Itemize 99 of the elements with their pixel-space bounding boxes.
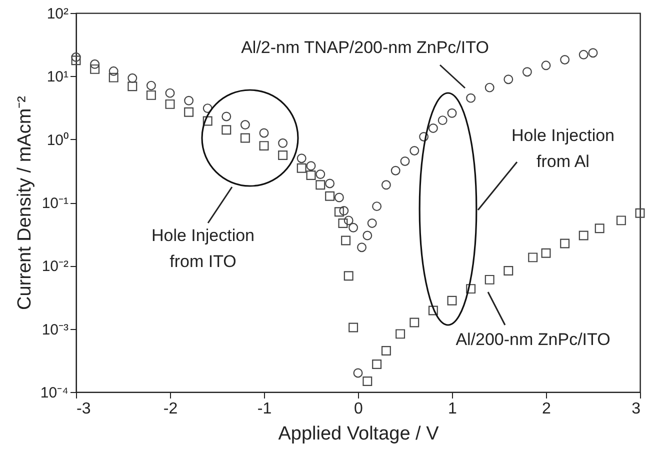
point (616, 216, 626, 226)
point (362, 230, 372, 240)
point (306, 170, 316, 180)
point (278, 150, 288, 160)
point (296, 154, 306, 164)
point (165, 99, 175, 109)
point (306, 161, 316, 171)
annotation: Hole Injection from ITO (151, 226, 255, 271)
y-tick-label: 10⁻¹ (42, 195, 68, 212)
x-tick-label: -3 (76, 400, 91, 418)
point (372, 360, 382, 369)
point (410, 146, 420, 156)
point (560, 55, 570, 64)
point (396, 329, 406, 339)
y-tick-label: 10² (46, 6, 68, 22)
point (578, 50, 588, 60)
point (381, 346, 391, 356)
point (528, 252, 538, 262)
point (560, 238, 570, 248)
point (334, 207, 344, 217)
x-tick-label: 3 (632, 400, 641, 418)
point (325, 191, 335, 201)
point (165, 88, 175, 98)
x-tick-label: -2 (163, 400, 178, 418)
point (71, 52, 81, 62)
point (504, 266, 514, 276)
point (447, 108, 457, 118)
point (484, 82, 494, 92)
x-tick-label: 1 (448, 400, 458, 418)
point (128, 73, 138, 83)
point (184, 107, 194, 117)
point (146, 90, 156, 100)
point (344, 271, 354, 281)
point (146, 80, 156, 90)
point (504, 74, 514, 84)
point (410, 318, 420, 328)
point (240, 120, 250, 130)
x-axis-title: Applied Voltage / V (278, 424, 440, 444)
point (541, 248, 551, 258)
point (367, 218, 377, 228)
point (588, 48, 598, 58)
annotation: Hole Injection from Al (511, 126, 615, 171)
y-tick-label: 10⁻⁴ (40, 384, 68, 402)
point (184, 96, 194, 106)
point (341, 236, 351, 246)
series-label: Al/2-nm TNAP/200-nm ZnPc/ITO (241, 38, 489, 57)
point (362, 376, 372, 386)
point (357, 242, 366, 252)
point (400, 156, 410, 166)
point (484, 274, 494, 284)
point (296, 163, 306, 173)
point (428, 306, 438, 316)
point (594, 224, 604, 234)
y-tick-label: 10⁰ (46, 132, 68, 149)
point (71, 56, 81, 66)
point (348, 322, 358, 332)
point (339, 206, 349, 216)
point (466, 93, 476, 103)
point (90, 64, 100, 74)
point (635, 208, 645, 218)
point (438, 116, 448, 126)
point (202, 116, 212, 126)
point (334, 192, 344, 202)
point (128, 82, 138, 92)
point (372, 202, 382, 212)
x-tick-label: 0 (354, 400, 364, 418)
point (428, 123, 438, 133)
series-label: Al/200-nm ZnPc/ITO (456, 330, 610, 349)
point (108, 72, 118, 82)
x-tick-label: -1 (257, 400, 272, 418)
point (240, 133, 250, 143)
point (325, 178, 335, 188)
point (344, 216, 354, 226)
y-tick-label: 10⁻² (42, 258, 68, 276)
point (578, 230, 588, 240)
y-axis-title: Current Density / mAcm⁻² (14, 96, 36, 310)
point (316, 180, 326, 190)
point (419, 132, 429, 142)
point (466, 284, 476, 294)
y-tick-label: 10¹ (46, 68, 68, 86)
point (259, 141, 269, 151)
point (222, 112, 232, 122)
point (348, 222, 358, 232)
point (390, 166, 400, 176)
y-tick-label: 10⁻³ (42, 321, 68, 338)
point (522, 67, 532, 77)
point (447, 296, 457, 306)
point (381, 180, 391, 190)
point (259, 128, 269, 138)
point (541, 60, 551, 70)
point (278, 138, 288, 148)
x-tick-label: 2 (542, 400, 552, 418)
point (90, 59, 100, 69)
point (222, 125, 232, 135)
point (316, 170, 326, 179)
point (202, 104, 212, 114)
point (338, 218, 348, 228)
point (108, 66, 118, 76)
point (353, 368, 363, 378)
